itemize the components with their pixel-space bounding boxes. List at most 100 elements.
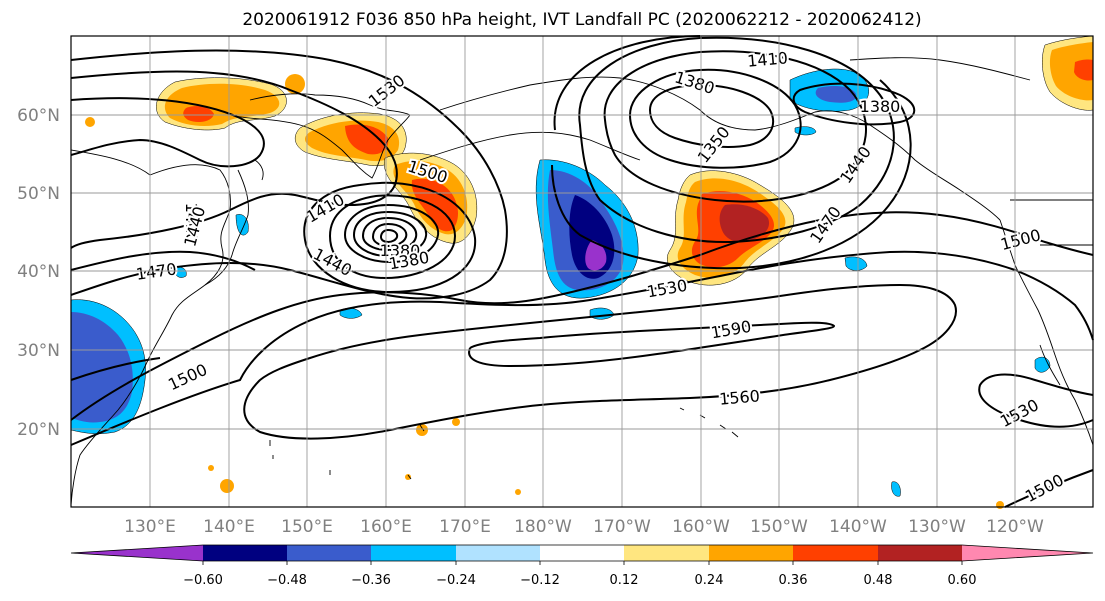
lat-label: 30°N <box>17 341 60 361</box>
ivt-positive-dot-4 <box>452 418 460 426</box>
coastline-baja <box>1039 344 1061 386</box>
contour-label: 1560 <box>718 386 760 408</box>
colorbar-segment <box>709 545 793 561</box>
contour-label: 1410 <box>182 203 201 244</box>
lon-label: 150°E <box>281 517 333 537</box>
ivt-positive-region-siberia-3 <box>183 106 214 122</box>
lat-label: 60°N <box>17 106 60 126</box>
colorbar-segment <box>203 545 287 561</box>
contour-1590-pacific <box>468 321 836 368</box>
ivt-positive-dot-8 <box>515 489 521 495</box>
lon-label: 180°W <box>514 517 572 537</box>
ivt-positive-dot-7 <box>405 474 411 480</box>
contour-1380-alaska <box>628 68 802 169</box>
lon-label: 130°W <box>908 517 966 537</box>
colorbar-tick-label: −0.12 <box>520 573 560 588</box>
lon-label: 150°W <box>750 517 808 537</box>
contour-low-1 <box>343 203 440 264</box>
ivt-positive-dot-3 <box>416 424 428 436</box>
lon-label: 140°E <box>203 517 255 537</box>
colorbar-tick-label: 0.24 <box>695 573 724 588</box>
colorbar-segments <box>70 544 1094 565</box>
colorbar-segment <box>624 545 709 561</box>
colorbar: −0.60 −0.48 −0.36 −0.24 −0.12 0.12 0.24 … <box>70 544 1094 588</box>
contour-1350-alaska <box>648 83 775 148</box>
contour-1500-pacific <box>70 211 1094 421</box>
ivt-negative-region-alaska-2 <box>815 86 857 103</box>
colorbar-segment <box>793 545 878 561</box>
colorbar-segment <box>878 545 962 561</box>
colorbar-tick-label: 0.48 <box>864 573 893 588</box>
lon-label: 160°W <box>672 517 730 537</box>
contour-low-7 <box>303 181 477 294</box>
contour-1440-alaska <box>578 36 895 244</box>
colorbar-segment <box>287 545 371 561</box>
ivt-negative-region-small-6 <box>235 214 249 236</box>
lat-label: 50°N <box>17 184 60 204</box>
contour-1470-asia <box>70 250 256 271</box>
contour-low-3 <box>361 216 418 252</box>
lon-label: 120°W <box>986 517 1044 537</box>
lon-labels: 130°E 140°E 150°E 160°E 170°E 180°W 170°… <box>124 517 1044 537</box>
lat-label: 40°N <box>17 262 60 282</box>
lon-label: 160°E <box>360 517 412 537</box>
colorbar-ticks: −0.60 −0.48 −0.36 −0.24 −0.12 0.12 0.24 … <box>183 573 976 588</box>
ivt-positive-region-dateline-3 <box>411 178 458 232</box>
colorbar-segment <box>456 545 540 561</box>
colorbar-segment <box>71 545 203 561</box>
contour-label: 1380 <box>860 97 901 116</box>
contour-1500-southeast <box>1004 469 1094 508</box>
coastline-hawaii <box>679 407 739 438</box>
ivt-positive-region-northeast-3 <box>1074 59 1093 81</box>
ivt-positive-dot-6 <box>208 465 214 471</box>
colorbar-segment <box>371 545 456 561</box>
coastline-asia <box>70 149 231 506</box>
contour-1500-west <box>70 357 161 381</box>
ivt-positive-dot-9 <box>996 501 1004 509</box>
coastline-kamchatka-okhotsk <box>229 93 411 179</box>
colorbar-tick-label: −0.36 <box>351 573 391 588</box>
contour-1380-arctic <box>792 82 916 126</box>
lon-label: 170°E <box>439 517 491 537</box>
lon-label: 130°E <box>124 517 176 537</box>
colorbar-tick-label: −0.60 <box>183 573 223 588</box>
contour-label: 1410 <box>746 48 788 70</box>
ivt-negative-region-small-8 <box>891 481 901 497</box>
ivt-negative-region-west-2 <box>71 312 133 423</box>
colorbar-tick-label: 0.60 <box>948 573 977 588</box>
coastline-islands <box>269 424 425 480</box>
contour-low-5 <box>379 228 399 244</box>
gridlines <box>71 36 1093 507</box>
map-frame <box>70 35 1094 508</box>
lat-label: 20°N <box>17 420 60 440</box>
contour-low-2 <box>352 210 428 258</box>
colorbar-tick-label: 0.36 <box>779 573 808 588</box>
coastline-japan <box>204 159 264 286</box>
coastline-canada <box>849 57 1093 246</box>
contour-low-6 <box>328 194 457 280</box>
ivt-positive-region-goa-4 <box>719 204 770 242</box>
ivt-negative-region-small-2 <box>844 256 868 271</box>
contour-1530-southeast <box>978 373 1094 428</box>
contour-1410-alaska <box>603 50 867 203</box>
contour-1440-asia <box>70 49 508 300</box>
map-panel: 1410 1530 1380 1350 1380 1440 1500 1470 … <box>70 35 1094 509</box>
lon-label: 140°W <box>829 517 887 537</box>
lon-label: 170°W <box>593 517 651 537</box>
ivt-positive-dot-5 <box>220 479 234 493</box>
figure-title: 2020061912 F036 850 hPa height, IVT Land… <box>242 10 921 30</box>
contour-label: 1380 <box>380 241 421 260</box>
contour-1470-alaska <box>551 35 912 270</box>
contour-1410-siberia <box>70 70 398 249</box>
coastline-north-america <box>999 219 1094 446</box>
ivt-positive-dot-2 <box>85 117 95 127</box>
ivt-positive-region-northeast-2 <box>1049 42 1093 101</box>
ivt-positive-region-okhotsk-3 <box>345 124 389 155</box>
ivt-negative-region-pacific-4 <box>585 240 607 271</box>
contour-1560-pacific <box>243 283 957 440</box>
lat-labels: 60°N 50°N 40°N 30°N 20°N <box>17 106 60 440</box>
colorbar-segment <box>962 545 1093 561</box>
contour-1380-siberia <box>70 97 265 168</box>
colorbar-segment <box>540 545 624 561</box>
